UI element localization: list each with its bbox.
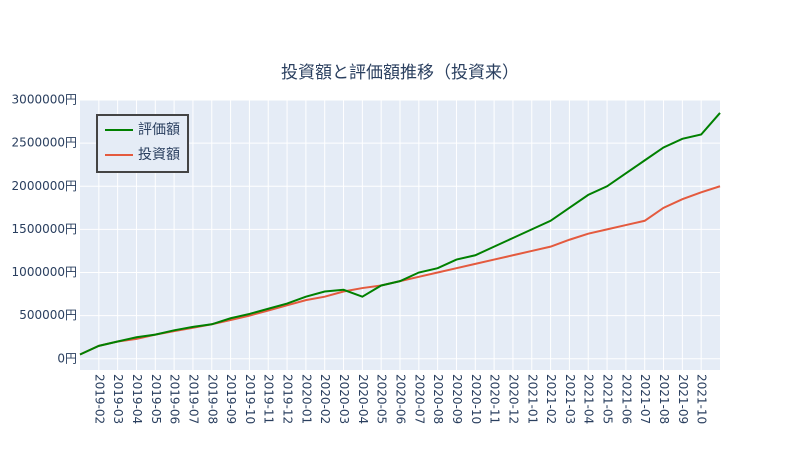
x-tick-label: 2019-07 <box>186 374 200 424</box>
x-tick-label: 2021-04 <box>582 374 596 424</box>
x-tick-label: 2019-06 <box>168 374 182 424</box>
y-tick-label: 0円 <box>57 351 77 365</box>
x-tick-label: 2020-03 <box>337 374 351 424</box>
x-tick-label: 2021-10 <box>695 374 709 424</box>
x-tick-label: 2019-08 <box>205 374 219 424</box>
legend-label: 投資額 <box>138 147 180 163</box>
y-tick-label: 1500000円 <box>12 222 77 236</box>
x-tick-label: 2019-04 <box>130 374 144 424</box>
y-tick-label: 1000000円 <box>12 265 77 279</box>
y-tick-label: 3000000円 <box>12 93 77 107</box>
x-tick-label: 2021-01 <box>525 374 539 424</box>
x-tick-label: 2019-03 <box>111 374 125 424</box>
y-tick-label: 2500000円 <box>12 136 77 150</box>
x-tick-label: 2021-07 <box>638 374 652 424</box>
x-tick-label: 2020-04 <box>356 374 370 424</box>
x-tick-label: 2021-03 <box>563 374 577 424</box>
x-tick-label: 2019-11 <box>262 374 276 424</box>
x-tick-label: 2020-11 <box>488 374 502 424</box>
x-tick-label: 2020-06 <box>394 374 408 424</box>
x-tick-label: 2021-08 <box>657 374 671 424</box>
x-tick-label: 2019-12 <box>281 374 295 424</box>
x-tick-label: 2020-08 <box>431 374 445 424</box>
x-tick-label: 2020-07 <box>412 374 426 424</box>
y-tick-label: 500000円 <box>19 308 77 322</box>
x-tick-label: 2019-09 <box>224 374 238 424</box>
x-tick-label: 2020-12 <box>506 374 520 424</box>
x-tick-label: 2020-01 <box>299 374 313 424</box>
x-tick-label: 2021-05 <box>601 374 615 424</box>
x-tick-label: 2020-10 <box>469 374 483 424</box>
x-tick-label: 2021-06 <box>619 374 633 424</box>
x-tick-label: 2019-02 <box>92 374 106 424</box>
series-line <box>79 112 721 356</box>
y-tick-label: 2000000円 <box>12 179 77 193</box>
x-tick-label: 2020-02 <box>318 374 332 424</box>
x-tick-label: 2019-05 <box>149 374 163 424</box>
x-tick-label: 2021-09 <box>676 374 690 424</box>
legend-label: 評価額 <box>138 122 180 138</box>
legend-box <box>96 114 189 173</box>
x-tick-label: 2019-10 <box>243 374 257 424</box>
chart-title: 投資額と評価額推移（投資来） <box>281 63 519 83</box>
x-tick-label: 2021-02 <box>544 374 558 424</box>
x-tick-label: 2020-05 <box>375 374 389 424</box>
x-tick-label: 2020-09 <box>450 374 464 424</box>
